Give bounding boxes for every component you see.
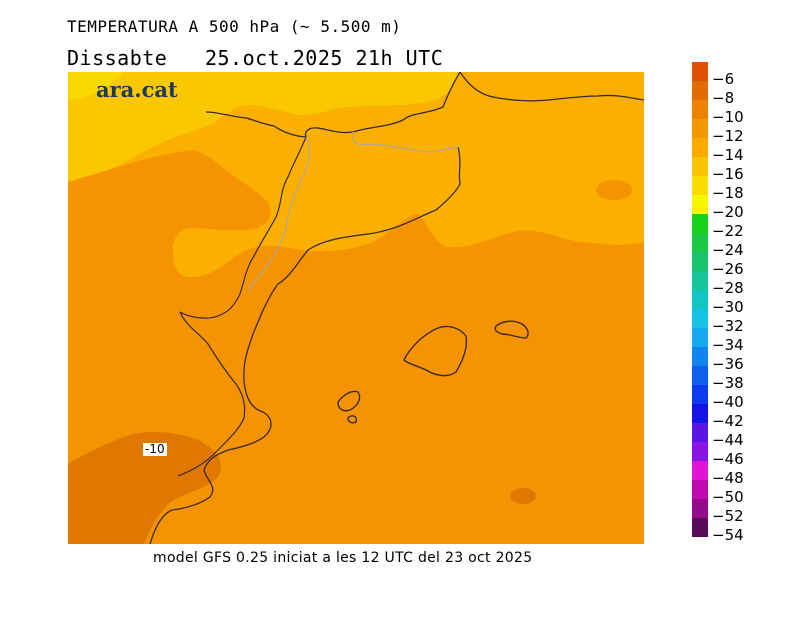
ara-cat-logo: ara.cat <box>96 77 178 102</box>
colorbar-label: −36 <box>712 355 744 373</box>
colorbar-swatch <box>692 461 708 480</box>
colorbar-swatch <box>692 404 708 423</box>
field-minus16 <box>68 72 458 182</box>
island-mallorca <box>403 325 468 377</box>
colorbar-swatch <box>692 176 708 195</box>
colorbar-label: −32 <box>712 317 744 335</box>
colorbar-swatch <box>692 100 708 119</box>
colorbar-label: −8 <box>712 89 735 107</box>
colorbar-swatch <box>692 62 708 81</box>
colorbar-label: −16 <box>712 165 744 183</box>
field-minus12-intrusion <box>68 150 271 283</box>
border-catalonia <box>179 136 307 319</box>
coastline-iberia <box>149 72 461 544</box>
island-menorca <box>494 320 529 339</box>
colorbar-label: −22 <box>712 222 744 240</box>
colorbar-label: −6 <box>712 70 735 88</box>
model-footer: model GFS 0.25 iniciat a les 12 UTC del … <box>153 550 533 566</box>
colorbar-label: −48 <box>712 469 744 487</box>
colorbar <box>692 62 708 537</box>
colorbar-label: −50 <box>712 488 744 506</box>
colorbar-label: −10 <box>712 108 744 126</box>
colorbar-label: −12 <box>712 127 744 145</box>
temperature-map <box>68 72 644 544</box>
border-aragon <box>177 311 246 477</box>
colorbar-swatch <box>692 271 708 290</box>
temperature-map-svg <box>68 72 644 544</box>
chart-title: TEMPERATURA A 500 hPa (~ 5.500 m) <box>67 17 402 36</box>
field-blob-east <box>596 180 632 200</box>
contour-label: -10 <box>143 442 167 456</box>
colorbar-label: −40 <box>712 393 744 411</box>
coastline-france <box>459 72 644 102</box>
colorbar-label: −20 <box>712 203 744 221</box>
field-minus18 <box>68 72 123 100</box>
colorbar-swatch <box>692 309 708 328</box>
island-eivissa <box>337 390 361 412</box>
colorbar-swatch <box>692 423 708 442</box>
colorbar-label: −42 <box>712 412 744 430</box>
island-formentera <box>347 415 358 424</box>
colorbar-swatch <box>692 518 708 537</box>
field-blob-south <box>510 488 536 504</box>
colorbar-label: −24 <box>712 241 744 259</box>
colorbar-label: −14 <box>712 146 744 164</box>
colorbar-swatch <box>692 138 708 157</box>
colorbar-swatch <box>692 442 708 461</box>
colorbar-label: −44 <box>712 431 744 449</box>
colorbar-swatch <box>692 214 708 233</box>
field-minus10 <box>68 432 222 544</box>
colorbar-swatch <box>692 195 708 214</box>
colorbar-label: −52 <box>712 507 744 525</box>
colorbar-swatch <box>692 347 708 366</box>
colorbar-swatch <box>692 385 708 404</box>
colorbar-swatch <box>692 328 708 347</box>
chart-subtitle: Dissabte 25.oct.2025 21h UTC <box>67 46 444 70</box>
colorbar-swatch <box>692 157 708 176</box>
colorbar-swatch <box>692 366 708 385</box>
colorbar-swatch <box>692 119 708 138</box>
colorbar-swatch <box>692 233 708 252</box>
border-provincial <box>247 131 459 293</box>
colorbar-label: −38 <box>712 374 744 392</box>
colorbar-label: −34 <box>712 336 744 354</box>
colorbar-swatch <box>692 81 708 100</box>
colorbar-swatch <box>692 252 708 271</box>
colorbar-swatch <box>692 480 708 499</box>
colorbar-label: −30 <box>712 298 744 316</box>
colorbar-swatch <box>692 499 708 518</box>
colorbar-label: −18 <box>712 184 744 202</box>
colorbar-label: −26 <box>712 260 744 278</box>
colorbar-label: −46 <box>712 450 744 468</box>
colorbar-swatch <box>692 290 708 309</box>
colorbar-label: −28 <box>712 279 744 297</box>
colorbar-label: −54 <box>712 526 744 544</box>
